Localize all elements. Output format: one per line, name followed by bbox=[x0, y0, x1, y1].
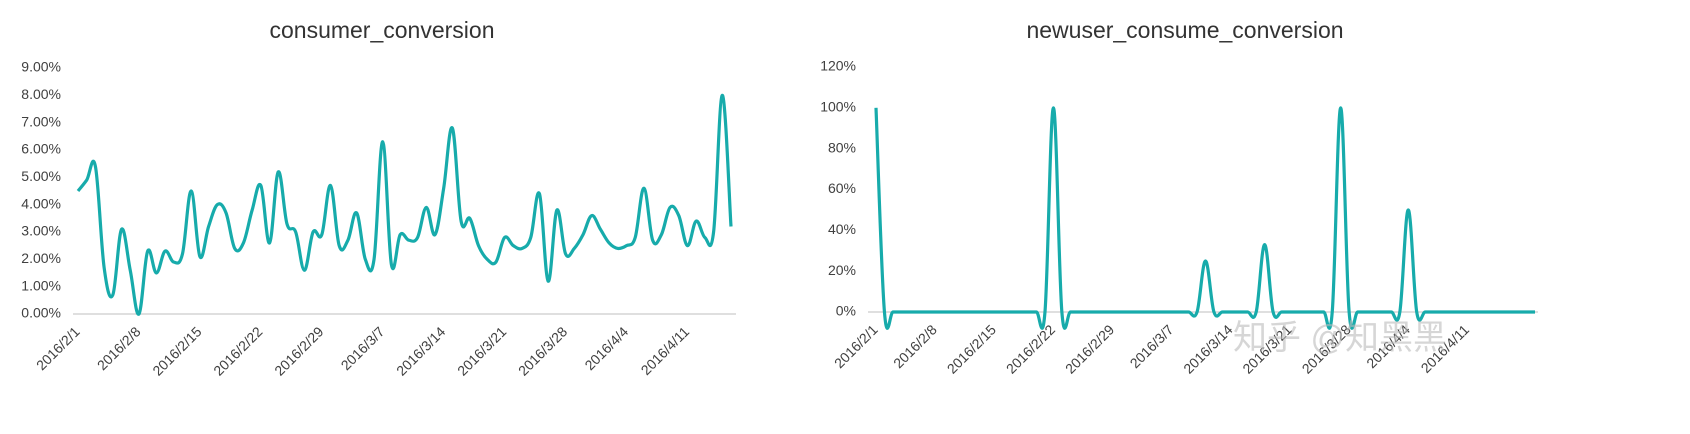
x-tick-label: 2016/2/15 bbox=[149, 323, 205, 379]
x-tick-label: 2016/2/1 bbox=[33, 323, 83, 373]
x-tick-label: 2016/2/8 bbox=[94, 323, 144, 373]
y-tick-label: 5.00% bbox=[21, 168, 61, 184]
x-tick-label: 2016/3/7 bbox=[338, 323, 388, 373]
chart: consumer_conversion 0.00% 1.00% 2.00% 3.00% 4… bbox=[21, 17, 736, 379]
chart-title: consumer_conversion bbox=[269, 17, 494, 43]
y-tick-label: 40% bbox=[828, 221, 856, 237]
y-tick-label: 0% bbox=[836, 303, 856, 319]
y-tick-label: 60% bbox=[828, 180, 856, 196]
x-tick-label: 2016/3/21 bbox=[454, 323, 510, 379]
x-tick-label: 2016/2/15 bbox=[944, 321, 1000, 377]
y-tick-label: 9.00% bbox=[21, 59, 61, 75]
x-tick-label: 2016/2/8 bbox=[890, 321, 940, 371]
x-tick-label: 2016/3/14 bbox=[393, 323, 449, 379]
x-tick-label: 2016/2/22 bbox=[210, 323, 266, 379]
y-tick-label: 4.00% bbox=[21, 195, 61, 211]
watermark: 知乎 @知黑黑 bbox=[1233, 319, 1447, 357]
line-series bbox=[76, 93, 733, 316]
x-tick-label: 2016/3/7 bbox=[1127, 321, 1177, 371]
y-tick-label: 7.00% bbox=[21, 113, 61, 129]
y-tick-label: 3.00% bbox=[21, 223, 61, 239]
y-tick-label: 6.00% bbox=[21, 141, 61, 157]
y-tick-label: 8.00% bbox=[21, 86, 61, 102]
x-tick-label: 2016/2/29 bbox=[271, 323, 327, 379]
line-series bbox=[874, 106, 1535, 330]
y-tick-label: 1.00% bbox=[21, 277, 61, 293]
y-tick-label: 100% bbox=[820, 99, 856, 115]
x-tick-label: 2016/2/1 bbox=[831, 321, 881, 371]
x-tick-label: 2016/3/14 bbox=[1180, 321, 1236, 377]
y-tick-label: 80% bbox=[828, 139, 856, 155]
x-tick-label: 2016/4/11 bbox=[638, 323, 693, 378]
x-tick-label: 2016/2/29 bbox=[1062, 321, 1118, 377]
y-tick-label: 20% bbox=[828, 262, 856, 278]
x-tick-label: 2016/3/28 bbox=[515, 323, 571, 379]
y-tick-label: 0.00% bbox=[21, 305, 61, 321]
y-tick-label: 120% bbox=[820, 58, 856, 74]
x-tick-label: 2016/4/4 bbox=[581, 323, 631, 373]
chart-title: newuser_consume_conversion bbox=[1026, 17, 1343, 43]
y-tick-label: 2.00% bbox=[21, 250, 61, 266]
x-tick-label: 2016/2/22 bbox=[1003, 321, 1059, 377]
